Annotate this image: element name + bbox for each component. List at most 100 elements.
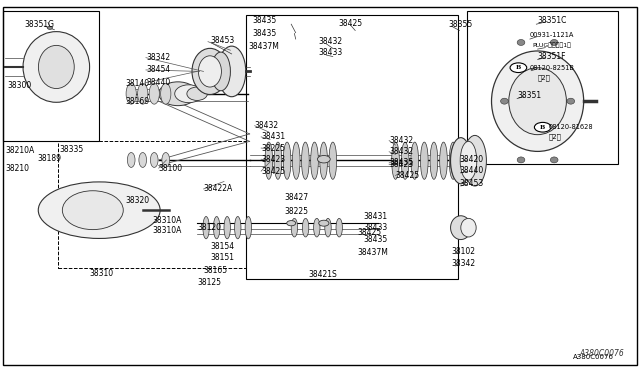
Ellipse shape	[38, 182, 160, 238]
Ellipse shape	[550, 39, 558, 45]
Text: 38351G: 38351G	[24, 20, 54, 29]
Text: （2）: （2）	[549, 134, 562, 140]
Ellipse shape	[274, 142, 282, 179]
Ellipse shape	[301, 142, 309, 179]
Ellipse shape	[430, 142, 438, 179]
Text: 38125: 38125	[197, 278, 221, 287]
Ellipse shape	[449, 142, 457, 179]
Ellipse shape	[492, 51, 584, 151]
Text: （2）: （2）	[538, 74, 550, 81]
Text: 38210: 38210	[5, 164, 29, 173]
Ellipse shape	[517, 39, 525, 45]
Text: A380C0076: A380C0076	[579, 349, 624, 358]
Text: 38210A: 38210A	[5, 146, 35, 155]
Circle shape	[287, 221, 296, 226]
Text: 38342: 38342	[146, 53, 170, 62]
Text: 38427: 38427	[285, 193, 309, 202]
Ellipse shape	[203, 217, 209, 239]
Text: 38433: 38433	[319, 48, 343, 57]
Ellipse shape	[460, 141, 477, 180]
Text: 38423: 38423	[389, 160, 413, 169]
Ellipse shape	[325, 218, 332, 237]
Text: 38310A: 38310A	[152, 216, 182, 225]
Text: 38351C: 38351C	[538, 16, 567, 25]
Text: 38432: 38432	[389, 147, 413, 156]
Ellipse shape	[187, 87, 207, 100]
Circle shape	[319, 220, 329, 226]
Text: 38433: 38433	[364, 223, 388, 232]
Text: 38422A: 38422A	[204, 185, 233, 193]
Ellipse shape	[159, 82, 197, 106]
Text: B: B	[540, 125, 545, 130]
Ellipse shape	[463, 135, 486, 186]
Ellipse shape	[329, 142, 337, 179]
Ellipse shape	[550, 157, 558, 163]
Ellipse shape	[265, 142, 273, 179]
Ellipse shape	[314, 218, 320, 237]
Ellipse shape	[458, 143, 474, 179]
Text: 38454: 38454	[146, 65, 170, 74]
Ellipse shape	[192, 48, 228, 94]
Text: 38437M: 38437M	[248, 42, 279, 51]
Ellipse shape	[138, 83, 148, 104]
Text: B: B	[516, 65, 521, 70]
Text: 38225: 38225	[285, 207, 309, 216]
Ellipse shape	[284, 142, 291, 179]
Ellipse shape	[440, 142, 447, 179]
Text: 00931-1121A: 00931-1121A	[530, 32, 574, 38]
Text: 38351F: 38351F	[538, 52, 566, 61]
Text: 38355: 38355	[448, 20, 472, 29]
Text: 38435: 38435	[389, 158, 413, 167]
Ellipse shape	[150, 153, 158, 167]
Text: 38431: 38431	[261, 132, 285, 141]
Text: 38440: 38440	[146, 78, 170, 87]
Ellipse shape	[126, 83, 136, 104]
Text: 38432: 38432	[319, 37, 343, 46]
Text: 38120: 38120	[197, 223, 221, 232]
Text: 38425: 38425	[396, 171, 420, 180]
Text: 38420: 38420	[460, 155, 484, 164]
Text: 38154: 38154	[210, 242, 234, 251]
Text: 38425: 38425	[357, 228, 381, 237]
Text: 38342: 38342	[451, 259, 476, 268]
Ellipse shape	[401, 142, 409, 179]
Text: 38151: 38151	[210, 253, 234, 262]
Text: 38225: 38225	[261, 144, 285, 153]
Ellipse shape	[218, 46, 246, 97]
Text: A380C0076: A380C0076	[573, 354, 614, 360]
Bar	[3, 11, 99, 141]
Text: 38102: 38102	[451, 247, 475, 256]
Text: 38310A: 38310A	[152, 226, 182, 235]
Text: 38169: 38169	[125, 97, 150, 106]
Ellipse shape	[292, 142, 300, 179]
Ellipse shape	[320, 142, 328, 179]
Text: 38453: 38453	[460, 179, 484, 187]
Text: 38165: 38165	[204, 266, 228, 275]
Ellipse shape	[245, 217, 252, 239]
Circle shape	[534, 122, 551, 132]
Text: 38435: 38435	[253, 29, 277, 38]
Ellipse shape	[567, 98, 575, 104]
Ellipse shape	[214, 217, 220, 239]
Text: 38140: 38140	[125, 79, 150, 88]
Text: 38100: 38100	[159, 164, 183, 173]
Ellipse shape	[392, 142, 399, 179]
Ellipse shape	[47, 26, 52, 29]
Text: 08120-81628: 08120-81628	[549, 124, 594, 130]
Text: 38435: 38435	[253, 16, 277, 25]
Ellipse shape	[509, 68, 566, 135]
Ellipse shape	[127, 153, 135, 167]
Text: 38335: 38335	[60, 145, 84, 154]
Ellipse shape	[149, 83, 159, 104]
Text: 38440: 38440	[460, 166, 484, 175]
Circle shape	[510, 63, 527, 73]
Ellipse shape	[420, 142, 428, 179]
Bar	[246, 15, 458, 279]
Text: 38453: 38453	[210, 36, 234, 45]
Ellipse shape	[500, 98, 508, 104]
Ellipse shape	[198, 56, 221, 87]
Ellipse shape	[451, 140, 468, 181]
Text: 38432: 38432	[389, 136, 413, 145]
Ellipse shape	[517, 157, 525, 163]
Bar	[467, 11, 618, 164]
